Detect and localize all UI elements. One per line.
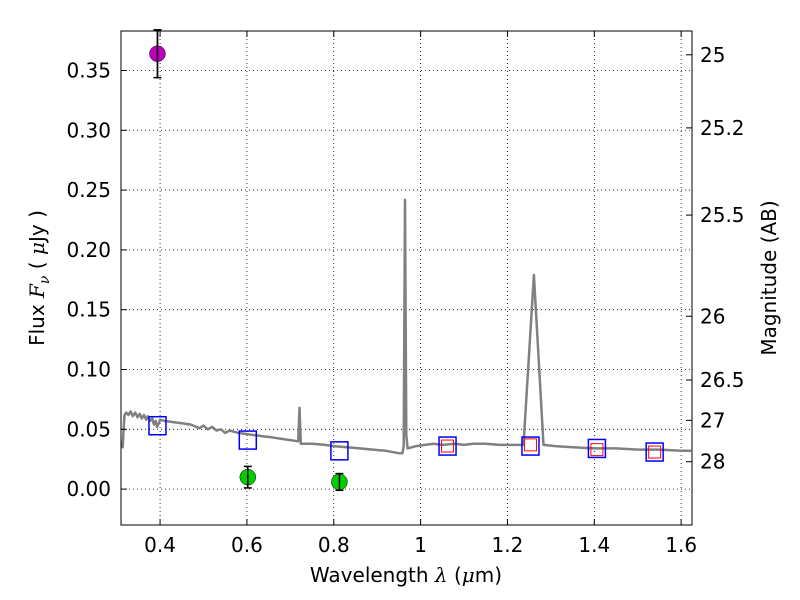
x-tick-label: 1.4	[578, 533, 610, 557]
plot-frame	[120, 30, 693, 526]
ticks	[121, 31, 692, 525]
y2-tick-label: 25.2	[700, 116, 745, 140]
data-points-layer	[148, 29, 664, 492]
y-tick-label: 0.10	[66, 358, 111, 382]
y-tick-label: 0.15	[66, 298, 111, 322]
x-tick-labels: 0.4 0.6 0.8 1 1.2 1.4 1.6	[144, 533, 697, 557]
model-photometry-square	[330, 441, 349, 461]
y-tick-label: 0.20	[66, 238, 111, 262]
y-tick-label: 0.30	[66, 118, 111, 142]
model-photometry-square	[587, 438, 607, 459]
x-tick-label: 1.6	[665, 533, 697, 557]
x-tick-label: 1.2	[492, 533, 524, 557]
model-photometry-square	[148, 415, 167, 436]
y2-tick-label: 27	[700, 408, 725, 432]
observed-square	[648, 445, 662, 459]
y-tick-label: 0.25	[66, 178, 111, 202]
model-photometry-square	[238, 430, 258, 450]
model-spectrum-line	[120, 198, 692, 455]
y2-tick-label: 28	[700, 450, 725, 474]
x-tick-label: 1	[414, 533, 427, 557]
y-tick-label: 0.05	[66, 417, 111, 441]
x-axis-title: Wavelength λ (μm)	[310, 563, 502, 587]
y2-tick-label: 26	[700, 304, 725, 328]
y2-axis-title: Magnitude (AB)	[757, 200, 781, 355]
y-tick-label: 0.00	[66, 477, 111, 501]
observed-square	[590, 443, 604, 457]
model-photometry-square	[645, 442, 664, 462]
y2-tick-label: 25	[700, 43, 725, 67]
observed-square	[523, 438, 537, 452]
x-tick-label: 0.6	[231, 533, 263, 557]
y-tick-label: 0.35	[66, 58, 111, 82]
observed-square	[441, 439, 455, 453]
y-tick-labels: 0.00 0.05 0.10 0.15 0.20 0.25 0.30 0.35	[66, 58, 111, 501]
y2-tick-label: 25.5	[700, 203, 745, 227]
y-axis-title: Flux Fν ( μJy )	[25, 210, 53, 346]
model-photometry-square	[521, 436, 540, 456]
model-photometry-square	[438, 436, 457, 456]
x-tick-label: 0.8	[318, 533, 350, 557]
model-spectrum-layer	[120, 198, 692, 455]
x-tick-label: 0.4	[144, 533, 176, 557]
y2-tick-label: 26.5	[700, 368, 745, 392]
y2-tick-labels: 25 25.2 25.5 26 26.5 27 28	[700, 43, 745, 474]
